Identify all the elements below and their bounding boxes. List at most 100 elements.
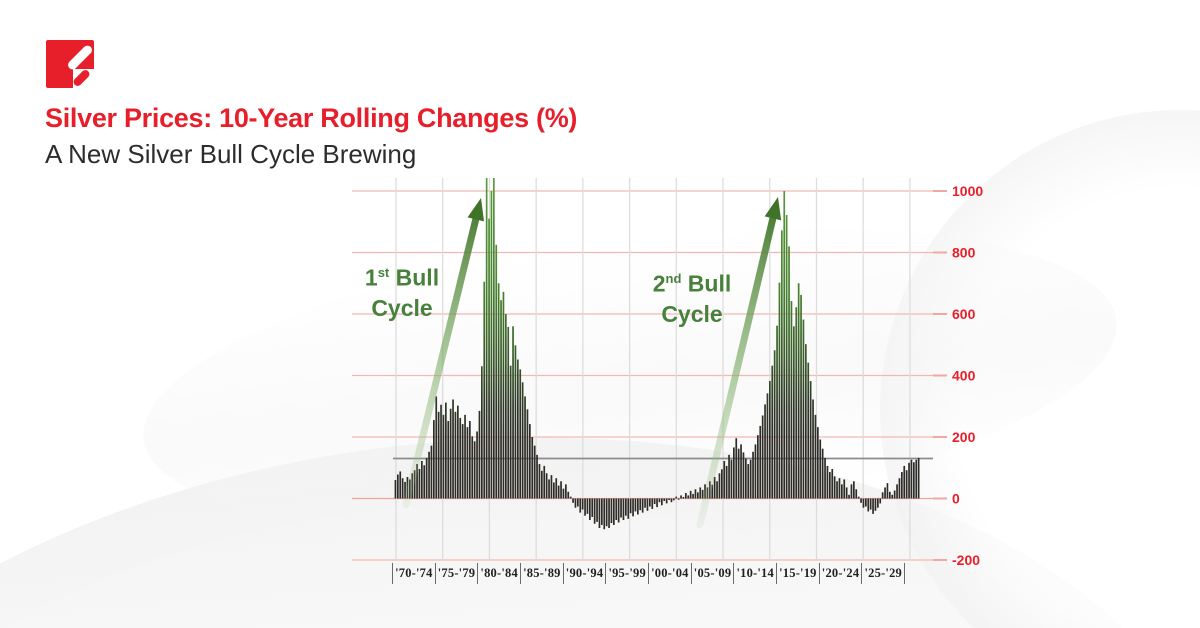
bar xyxy=(795,307,798,499)
bar xyxy=(555,478,558,499)
bar xyxy=(644,498,646,508)
bar xyxy=(917,457,920,499)
bar xyxy=(869,498,872,510)
bar xyxy=(445,402,447,499)
bar xyxy=(793,326,795,499)
bar xyxy=(649,498,651,507)
bar xyxy=(857,496,860,499)
bar xyxy=(418,468,421,499)
silver-bars-series xyxy=(394,178,920,530)
bar xyxy=(533,445,536,499)
bar xyxy=(867,498,870,512)
bar xyxy=(790,301,793,499)
bar xyxy=(833,476,836,499)
bar xyxy=(915,459,918,499)
bar xyxy=(848,494,850,499)
bar xyxy=(538,464,541,499)
bar xyxy=(469,421,471,499)
bar xyxy=(586,498,589,514)
bar xyxy=(512,326,514,499)
bar xyxy=(526,409,529,499)
bar xyxy=(507,326,510,499)
bar xyxy=(754,444,757,499)
bar xyxy=(574,498,577,508)
bar xyxy=(584,498,586,516)
bar xyxy=(483,281,486,499)
x-axis-label: '75-'79 xyxy=(434,563,478,584)
bar xyxy=(807,362,810,499)
bar xyxy=(694,489,697,499)
bar xyxy=(812,399,814,499)
bar xyxy=(836,481,838,499)
bar xyxy=(893,490,896,499)
bar xyxy=(879,498,882,504)
x-axis-label: '85-'89 xyxy=(520,563,563,584)
bar xyxy=(697,492,699,499)
bar xyxy=(413,470,416,499)
bar xyxy=(656,498,658,508)
bar xyxy=(531,437,534,499)
bar xyxy=(567,491,570,499)
bar xyxy=(687,495,690,499)
bar xyxy=(481,366,483,499)
bar xyxy=(617,498,620,523)
bar xyxy=(826,465,829,499)
bar xyxy=(829,472,831,499)
bar xyxy=(886,483,889,499)
bar xyxy=(620,498,622,518)
bar xyxy=(632,498,634,517)
bar xyxy=(613,498,615,525)
bar xyxy=(591,498,594,517)
bar xyxy=(713,476,716,499)
bar xyxy=(843,479,846,499)
bar xyxy=(905,470,908,499)
bar xyxy=(473,441,476,499)
bar xyxy=(824,457,826,499)
bar xyxy=(716,481,718,499)
bar xyxy=(550,475,553,499)
bar xyxy=(565,484,567,499)
bar xyxy=(831,468,834,499)
bar xyxy=(435,396,438,499)
bar xyxy=(752,451,754,499)
bar xyxy=(553,482,555,499)
bull-cycle-label-1-line2: Cycle xyxy=(371,294,433,321)
bar xyxy=(476,431,478,499)
bar xyxy=(860,498,862,503)
bar xyxy=(783,191,786,499)
bar xyxy=(397,474,399,499)
bar xyxy=(785,214,788,499)
bar xyxy=(543,465,546,499)
bull-cycle-arrow-2 xyxy=(696,197,782,529)
bar xyxy=(769,381,771,499)
bar xyxy=(723,460,726,499)
bar xyxy=(541,470,543,499)
y-axis-tick-label: 1000 xyxy=(952,183,983,199)
bar xyxy=(819,439,822,499)
bar xyxy=(699,487,702,499)
bar xyxy=(425,457,428,499)
bar xyxy=(658,498,661,503)
bar xyxy=(521,382,524,499)
arrow-shaft xyxy=(696,207,779,529)
bar xyxy=(651,498,654,509)
bar xyxy=(898,478,901,499)
bar xyxy=(901,472,903,499)
bar xyxy=(433,420,435,499)
bar xyxy=(401,478,404,499)
bar xyxy=(745,458,747,499)
bar xyxy=(454,411,457,499)
bar xyxy=(548,479,550,499)
bar xyxy=(490,191,493,499)
bar xyxy=(850,484,853,499)
bar xyxy=(896,484,898,499)
arrow-head xyxy=(467,198,485,222)
bar xyxy=(459,417,462,499)
bar xyxy=(478,410,481,499)
bar xyxy=(737,448,740,499)
bar xyxy=(577,498,579,507)
bar xyxy=(673,498,675,501)
bar xyxy=(814,414,817,499)
x-axis-label: '90-'94 xyxy=(562,563,606,584)
